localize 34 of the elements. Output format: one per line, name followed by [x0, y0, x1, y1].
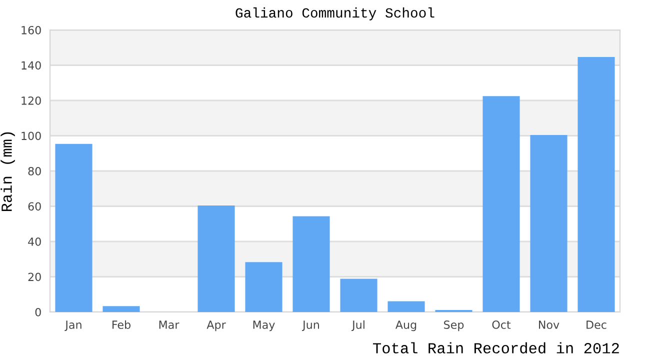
x-tick-label: Mar	[159, 320, 180, 329]
y-tick-label: 20	[28, 272, 41, 282]
x-tick-label: Dec	[586, 320, 606, 329]
y-tick-label: 40	[28, 237, 41, 246]
y-tick-label: 160	[22, 26, 41, 34]
x-tick-label: Oct	[492, 320, 511, 329]
y-tick-label: 0	[35, 308, 41, 316]
x-tick-label: Jun	[302, 320, 319, 331]
chart-title: Galiano Community School	[236, 7, 434, 20]
x-axis-title: Total Rain Recorded in 2012	[373, 342, 619, 354]
bar	[482, 96, 520, 312]
bar	[102, 306, 140, 312]
bar	[292, 216, 330, 312]
bar	[388, 301, 425, 312]
bar	[340, 278, 378, 312]
x-tick-label: Apr	[206, 320, 226, 332]
y-tick-label: 80	[28, 166, 41, 176]
x-tick-label: Sep	[444, 320, 464, 332]
bar	[198, 206, 235, 312]
y-tick-label: 120	[22, 96, 41, 105]
y-tick-label: 100	[22, 132, 41, 140]
y-tick-label: 60	[28, 202, 41, 211]
y-axis-title: Rain (mm)	[0, 132, 15, 212]
x-tick-label: Jan	[64, 320, 82, 331]
x-tick-label: May	[253, 320, 275, 332]
x-tick-label: Jul	[351, 320, 364, 331]
bar	[530, 135, 568, 312]
y-tick-label: 140	[22, 61, 41, 70]
x-tick-label: Nov	[538, 320, 560, 329]
bar	[55, 144, 92, 312]
bar	[245, 262, 282, 312]
bar	[578, 56, 615, 312]
x-tick-label: Aug	[395, 320, 416, 332]
x-tick-label: Feb	[112, 320, 130, 329]
